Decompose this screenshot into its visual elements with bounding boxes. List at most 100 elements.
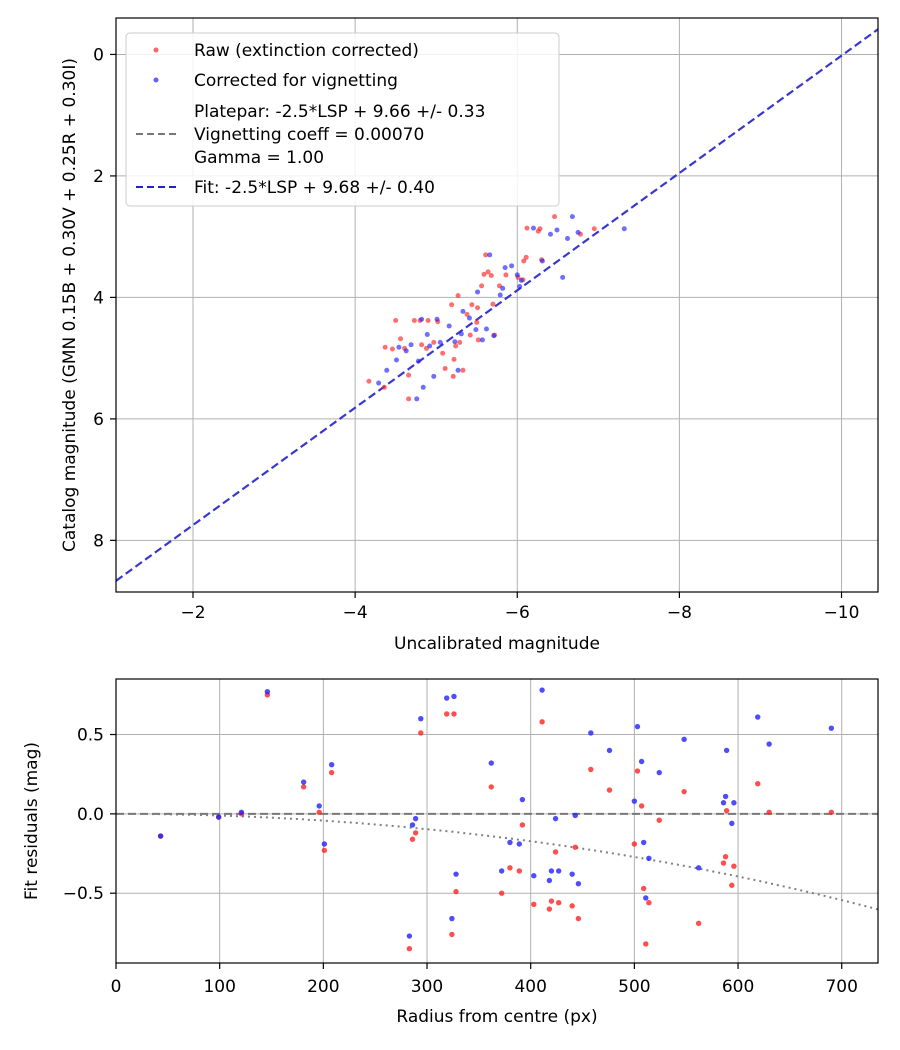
raw-point (537, 226, 543, 232)
top-x-tick-label: −2 (180, 603, 205, 623)
raw-point (393, 317, 399, 323)
corrected-point (575, 229, 581, 235)
raw-point (475, 337, 481, 343)
raw-point (483, 252, 489, 258)
corrected-residual-point (328, 761, 335, 768)
corrected-residual-point (606, 747, 613, 754)
magnitude-calibration-plot: −2 −4 −6 −8 −10 0 2 4 6 8 Uncalibrated magnitude… (60, 17, 879, 654)
bottom-x-tick-label: 0 (111, 977, 122, 997)
raw-residual-point (634, 768, 641, 774)
corrected-point (414, 396, 420, 402)
bottom-x-tick-label: 700 (825, 977, 857, 997)
raw-residual-point (449, 931, 455, 938)
corrected-point (473, 327, 479, 333)
raw-residual-point (722, 853, 729, 860)
corrected-point (548, 231, 554, 237)
corrected-residual-point (264, 688, 271, 695)
corrected-point (497, 292, 503, 298)
raw-residual-point (572, 844, 578, 850)
corrected-point (431, 373, 437, 379)
raw-residual-point (546, 906, 553, 912)
corrected-residual-point (729, 820, 735, 827)
corrected-point (560, 274, 566, 280)
raw-residual-point (451, 711, 457, 717)
fit-line (116, 28, 878, 582)
top-points-layer (366, 214, 627, 402)
legend-raw-label: Raw (extinction corrected) (194, 41, 419, 61)
raw-point (366, 378, 372, 384)
corrected-point (419, 316, 425, 322)
top-y-tick-label: 6 (93, 410, 104, 430)
bottom-x-tick-label: 500 (618, 977, 650, 997)
bottom-axes-frame (115, 678, 879, 964)
corrected-residual-point (316, 803, 322, 809)
raw-point (474, 319, 480, 325)
corrected-residual-point (631, 798, 638, 804)
raw-point (389, 346, 395, 352)
bottom-x-tick-label: 200 (307, 977, 339, 997)
bottom-x-tick-label: 100 (203, 977, 235, 997)
bottom-x-ticks: 0 100 200 300 400 500 600 700 (111, 963, 858, 997)
corrected-point (565, 235, 571, 241)
raw-residual-point (507, 865, 513, 871)
raw-point (479, 283, 485, 289)
corrected-residual-point (516, 841, 522, 847)
corrected-residual-point (519, 796, 526, 803)
raw-residual-point (409, 836, 416, 842)
corrected-residual-point (731, 800, 737, 806)
corrected-residual-point (755, 714, 761, 720)
corrected-residual-point (575, 880, 582, 887)
corrected-point (420, 384, 426, 390)
raw-point (398, 336, 404, 342)
raw-residual-point (828, 809, 835, 815)
bottom-grid (115, 679, 878, 963)
bottom-x-tick-label: 600 (722, 977, 754, 997)
raw-residual-point (646, 900, 652, 906)
corrected-point (539, 258, 545, 264)
raw-point (485, 269, 491, 275)
raw-point (411, 317, 417, 323)
raw-point (523, 254, 529, 260)
raw-residual-point (406, 946, 413, 952)
raw-point (442, 365, 448, 371)
corrected-point (393, 357, 399, 363)
corrected-point (437, 339, 443, 345)
corrected-point (483, 326, 489, 332)
bottom-x-axis-label: Radius from centre (px) (396, 1007, 597, 1027)
corrected-point (621, 226, 627, 232)
raw-residual-point (418, 730, 424, 736)
raw-point (406, 372, 412, 378)
raw-residual-point (638, 803, 645, 809)
raw-residual-point (729, 882, 735, 888)
corrected-residual-point (321, 841, 328, 847)
corrected-residual-point (300, 779, 307, 785)
top-x-tick-label: −8 (667, 603, 692, 623)
corrected-point (518, 277, 524, 283)
raw-point (381, 384, 387, 390)
top-y-tick-label: 4 (93, 288, 104, 308)
raw-point (552, 214, 558, 220)
legend-corrected-marker (153, 77, 159, 83)
bottom-y-axis-label: Fit residuals (mag) (22, 742, 42, 900)
raw-residual-point (488, 784, 494, 790)
top-fit-line-layer (116, 28, 878, 582)
corrected-residual-point (640, 839, 647, 846)
raw-point (475, 305, 481, 311)
raw-residual-point (328, 769, 335, 776)
corrected-residual-point (546, 877, 553, 884)
corrected-residual-point (444, 695, 450, 701)
raw-residual-point (681, 788, 687, 795)
raw-point (455, 293, 461, 299)
corrected-residual-point (552, 815, 559, 822)
corrected-point (530, 225, 536, 231)
corrected-residual-point (451, 693, 457, 700)
corrected-point (466, 315, 472, 321)
corrected-residual-point (723, 747, 730, 754)
corrected-residual-point (569, 871, 575, 877)
corrected-point (554, 227, 560, 233)
corrected-point (396, 344, 402, 350)
raw-residual-point (643, 941, 649, 947)
corrected-point (569, 214, 575, 220)
top-y-tick-label: 2 (93, 167, 104, 187)
corrected-residual-point (722, 793, 729, 800)
